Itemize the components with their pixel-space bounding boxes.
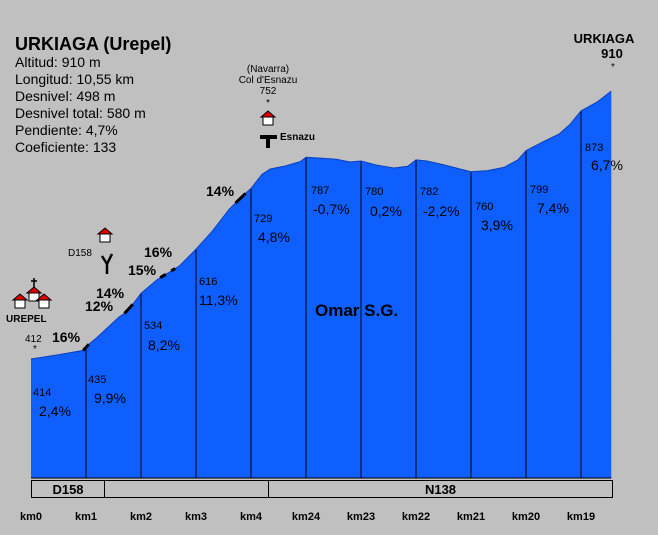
km-tick-label: km19 <box>566 511 596 523</box>
km-tick-label: km21 <box>456 511 486 523</box>
segment-gradient: -0,7% <box>313 201 350 217</box>
segment-elevation: 534 <box>144 320 163 332</box>
km-tick-label: km0 <box>19 511 43 523</box>
steep-section-mark <box>123 303 134 315</box>
segment-elevation: 799 <box>530 184 549 196</box>
steep-label-5: 16% <box>144 244 173 260</box>
segment-gradient: 7,4% <box>537 200 569 216</box>
km-tick-label: km24 <box>291 511 321 523</box>
km-tick-label: km4 <box>239 511 263 523</box>
steep-section-mark <box>234 192 247 205</box>
segment-gradient: -2,2% <box>423 203 460 219</box>
climb-info: URKIAGA (Urepel) Altitud: 910 m Longitud… <box>15 34 172 156</box>
summit-marker: * <box>611 62 615 73</box>
village-house-icon <box>11 293 29 309</box>
d158-junction-icon <box>100 253 114 274</box>
summit-name: URKIAGA <box>573 31 635 46</box>
info-coeficiente: Coeficiente: 133 <box>15 139 117 155</box>
col-marker: * <box>266 98 270 109</box>
village-house-icon <box>35 293 53 309</box>
icons <box>11 110 277 309</box>
church-cross-icon <box>31 278 37 288</box>
profile-outline <box>30 90 612 360</box>
segment-gradient: 3,9% <box>481 217 513 233</box>
km-dividers <box>31 110 612 479</box>
info-pendiente: Pendiente: 4,7% <box>15 122 118 138</box>
km-tick-label: km1 <box>74 511 98 523</box>
segment-elevation: 414 <box>33 387 52 399</box>
col-elevation: 752 <box>259 86 277 97</box>
km-tick-label: km2 <box>129 511 153 523</box>
segment-gradient: 4,8% <box>258 229 290 245</box>
segment-elevation: 760 <box>475 201 494 213</box>
road-label-d158: D158 <box>31 480 105 498</box>
segment-elevation: 729 <box>254 213 273 225</box>
steep-label-4: 15% <box>128 262 157 278</box>
segment-elevation: 780 <box>365 186 384 198</box>
steep-label-3: 12% <box>85 298 114 314</box>
col-region: (Navarra) <box>246 64 290 75</box>
segment-gradient: 0,2% <box>370 203 402 219</box>
segment-elevation: 787 <box>311 185 330 197</box>
segment-gradient: 2,4% <box>39 403 71 419</box>
segment-elevation: 616 <box>199 276 218 288</box>
info-longitud: Longitud: 10,55 km <box>15 71 135 87</box>
steep-section-mark <box>159 273 167 279</box>
climb-title: URKIAGA (Urepel) <box>15 34 172 54</box>
info-desnivel: Desnivel: 498 m <box>15 88 116 104</box>
d158-junction-label: D158 <box>68 248 92 259</box>
steep-section-mark <box>170 267 176 273</box>
village-church-icon <box>25 286 43 302</box>
road-label-blank <box>104 480 269 498</box>
col-name: Col d'Esnazu <box>238 75 298 86</box>
km-tick-label: km3 <box>184 511 208 523</box>
steep-label-2: 14% <box>96 285 125 301</box>
start-elevation: 412 <box>25 334 42 345</box>
info-desnivel-total: Desnivel total: 580 m <box>15 105 146 121</box>
segment-gradient: 8,2% <box>148 337 180 353</box>
steep-label-1: 16% <box>52 329 81 345</box>
d158-house-icon <box>96 227 114 243</box>
segment-elevation: 435 <box>88 374 107 386</box>
esnazu-junction-icon <box>260 135 277 148</box>
col-house-icon <box>259 110 277 126</box>
esnazu-junction-label: Esnazu <box>280 132 316 143</box>
segment-gradient: 11,3% <box>199 292 238 308</box>
segment-elevation: 873 <box>585 142 604 154</box>
km-tick-label: km22 <box>401 511 431 523</box>
segment-gradient: 6,7% <box>591 157 623 173</box>
km-tick-label: km23 <box>346 511 376 523</box>
steep-marks <box>82 192 247 352</box>
start-name: UREPEL <box>6 314 47 325</box>
road-label-n138: N138 <box>268 480 613 498</box>
summit-elevation: 910 <box>601 46 623 61</box>
author-watermark: Omar S.G. <box>315 301 399 320</box>
info-altitud: Altitud: 910 m <box>15 54 101 70</box>
segment-elevation: 782 <box>420 186 439 198</box>
km-tick-label: km20 <box>511 511 541 523</box>
start-marker: * <box>33 344 37 355</box>
profile-area <box>31 91 612 478</box>
steep-label-6: 14% <box>206 183 235 199</box>
steep-section-mark <box>82 343 90 352</box>
segment-gradient: 9,9% <box>94 390 126 406</box>
